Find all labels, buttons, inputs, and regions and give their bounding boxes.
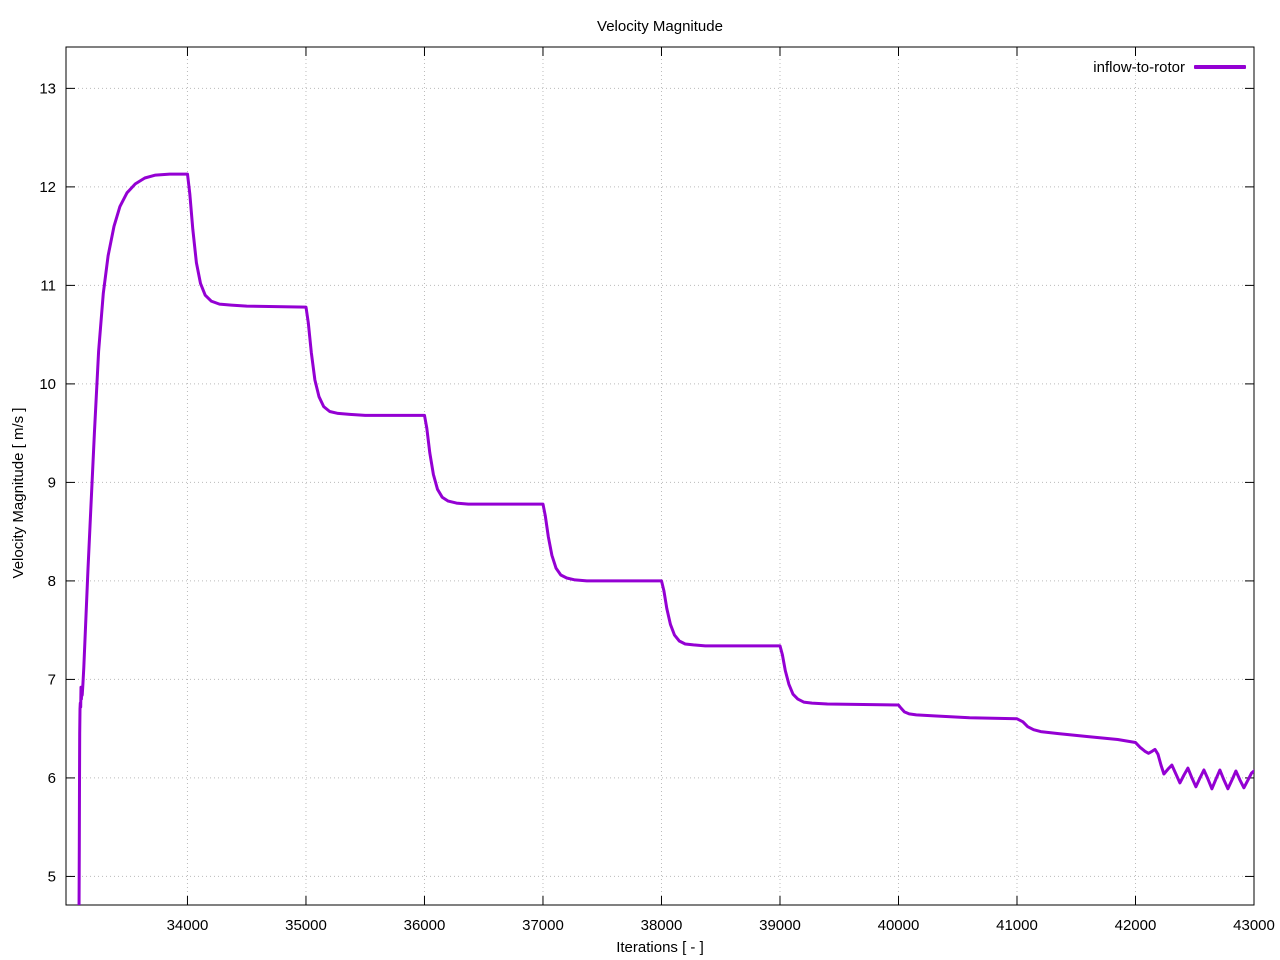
x-tick-labels: 34000 35000 36000 37000 38000 39000 40000 41000… xyxy=(167,917,1275,934)
svg-text:36000: 36000 xyxy=(404,917,446,934)
svg-text:39000: 39000 xyxy=(759,917,801,934)
svg-text:5: 5 xyxy=(48,868,56,885)
svg-text:34000: 34000 xyxy=(167,917,209,934)
svg-text:42000: 42000 xyxy=(1115,917,1157,934)
svg-text:11: 11 xyxy=(40,277,56,294)
svg-text:41000: 41000 xyxy=(996,917,1038,934)
svg-text:12: 12 xyxy=(39,179,56,196)
grid-lines xyxy=(66,47,1254,905)
legend-line-sample xyxy=(1194,65,1246,69)
svg-text:43000: 43000 xyxy=(1233,917,1275,934)
x-axis-label: Iterations [ - ] xyxy=(616,939,704,956)
svg-text:7: 7 xyxy=(48,671,56,688)
svg-text:35000: 35000 xyxy=(285,917,327,934)
svg-text:40000: 40000 xyxy=(878,917,920,934)
series-line-inflow-to-rotor xyxy=(77,172,1254,905)
svg-text:10: 10 xyxy=(39,376,56,393)
svg-text:6: 6 xyxy=(48,770,56,787)
axis-ticks xyxy=(66,47,1255,905)
chart-title: Velocity Magnitude xyxy=(597,18,723,35)
svg-text:8: 8 xyxy=(48,573,56,590)
svg-text:37000: 37000 xyxy=(522,917,564,934)
svg-text:9: 9 xyxy=(48,474,56,491)
plot-border xyxy=(65,46,1255,906)
legend-label: inflow-to-rotor xyxy=(1093,58,1185,76)
svg-text:13: 13 xyxy=(39,80,56,97)
svg-text:38000: 38000 xyxy=(641,917,683,934)
legend: inflow-to-rotor xyxy=(1093,58,1246,76)
y-tick-labels: 5 6 7 8 9 10 11 12 13 xyxy=(39,80,56,885)
